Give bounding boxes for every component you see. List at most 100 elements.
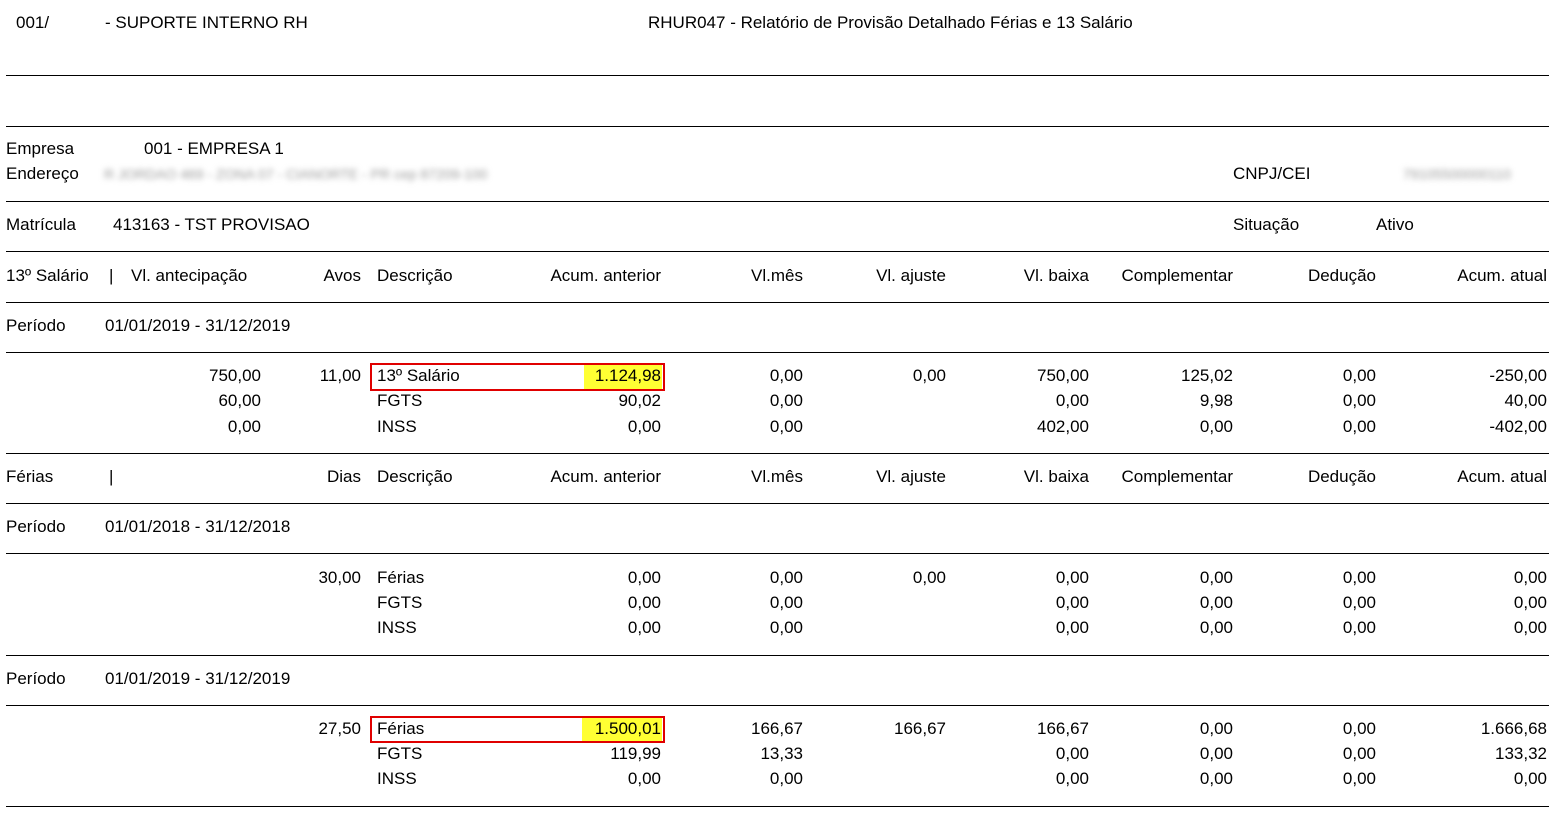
situacao-label: Situação (1233, 215, 1300, 234)
col-separator: | (109, 467, 114, 486)
divider (6, 503, 1549, 504)
divider (6, 705, 1549, 706)
cell-acum-atual: 133,32 (1495, 744, 1547, 763)
cnpj-value-redacted: 79105500000110 (1403, 166, 1511, 182)
col-deducao: Dedução (1307, 467, 1376, 486)
cell-antecipacao: 60,00 (218, 391, 261, 410)
divider (6, 806, 1549, 807)
cell-vl-mes: 0,00 (769, 769, 803, 788)
cell-deducao: 0,00 (1342, 417, 1376, 436)
highlight-marker (582, 717, 662, 741)
situacao-value: Ativo (1376, 215, 1414, 234)
divider (6, 201, 1549, 202)
divider (6, 655, 1549, 656)
cell-acum-anterior: 0,00 (627, 417, 661, 436)
cell-acum-atual: 0,00 (1513, 593, 1547, 612)
cell-dias: 27,50 (318, 719, 361, 738)
divider (6, 251, 1549, 252)
company-value: 001 - EMPRESA 1 (144, 139, 284, 158)
cell-vl-baixa: 0,00 (1055, 744, 1089, 763)
cell-deducao: 0,00 (1342, 366, 1376, 385)
cell-vl-baixa: 750,00 (1037, 366, 1089, 385)
matricula-value: 413163 - TST PROVISAO (113, 215, 310, 234)
cell-deducao: 0,00 (1342, 719, 1376, 738)
cell-acum-anterior: 119,99 (610, 744, 661, 763)
cell-vl-baixa: 0,00 (1055, 769, 1089, 788)
col-section-13salario: 13º Salário (6, 266, 89, 285)
cell-vl-mes: 166,67 (751, 719, 803, 738)
cell-descricao: FGTS (377, 744, 423, 763)
cell-vl-mes: 13,33 (760, 744, 803, 763)
col-complementar: Complementar (1121, 467, 1234, 486)
cell-deducao: 0,00 (1342, 769, 1376, 788)
cell-deducao: 0,00 (1342, 391, 1376, 410)
cell-complementar: 0,00 (1199, 618, 1233, 637)
col-vl-ajuste: Vl. ajuste (876, 266, 946, 285)
cell-acum-atual: 40,00 (1504, 391, 1547, 410)
cell-vl-baixa: 0,00 (1055, 391, 1089, 410)
period-range: 01/01/2019 - 31/12/2019 (105, 316, 291, 335)
cnpj-label: CNPJ/CEI (1233, 164, 1311, 183)
col-vl-baixa: Vl. baixa (1023, 467, 1089, 486)
cell-complementar: 0,00 (1199, 719, 1233, 738)
cell-vl-mes: 0,00 (769, 618, 803, 637)
cell-descricao: Férias (377, 568, 425, 587)
col-acum-atual: Acum. atual (1457, 467, 1547, 486)
divider (6, 302, 1549, 303)
cell-vl-baixa: 0,00 (1055, 568, 1089, 587)
divider (6, 453, 1549, 454)
department-name: - SUPORTE INTERNO RH (105, 13, 308, 32)
cell-acum-atual: 0,00 (1513, 769, 1547, 788)
cell-complementar: 0,00 (1199, 593, 1233, 612)
col-acum-anterior: Acum. anterior (550, 467, 661, 486)
cell-complementar: 9,98 (1199, 391, 1233, 410)
col-descricao: Descrição (377, 467, 453, 486)
cell-vl-baixa: 166,67 (1037, 719, 1089, 738)
cell-descricao: 13º Salário (377, 366, 460, 385)
cell-dias: 30,00 (318, 568, 361, 587)
address-label: Endereço (6, 164, 79, 183)
cell-acum-atual: 0,00 (1513, 568, 1547, 587)
cell-antecipacao: 0,00 (227, 417, 261, 436)
cell-descricao: FGTS (377, 593, 423, 612)
col-separator: | (109, 266, 114, 285)
cell-complementar: 0,00 (1199, 568, 1233, 587)
highlight-marker (584, 364, 662, 389)
cell-acum-anterior: 0,00 (627, 618, 661, 637)
cell-descricao: Férias (377, 719, 425, 738)
col-antecipacao: Vl. antecipação (131, 266, 248, 285)
cell-acum-anterior: 1.124,98 (594, 366, 661, 385)
cell-acum-atual: -402,00 (1489, 417, 1547, 436)
cell-antecipacao: 750,00 (209, 366, 261, 385)
col-vl-baixa: Vl. baixa (1023, 266, 1089, 285)
col-vl-mes: Vl.mês (751, 467, 803, 486)
cell-acum-anterior: 90,02 (618, 391, 661, 410)
cell-deducao: 0,00 (1342, 568, 1376, 587)
period-label: Período (6, 669, 66, 688)
divider (6, 553, 1549, 554)
period-range: 01/01/2019 - 31/12/2019 (105, 669, 291, 688)
cell-vl-mes: 0,00 (769, 391, 803, 410)
cell-acum-anterior: 0,00 (627, 593, 661, 612)
cell-descricao: INSS (377, 417, 417, 436)
col-vl-mes: Vl.mês (751, 266, 803, 285)
cell-complementar: 0,00 (1199, 417, 1233, 436)
cell-acum-anterior: 1.500,01 (594, 719, 661, 738)
cell-deducao: 0,00 (1342, 593, 1376, 612)
divider (6, 126, 1549, 127)
period-label: Período (6, 316, 66, 335)
company-label: Empresa (6, 139, 75, 158)
cell-deducao: 0,00 (1342, 618, 1376, 637)
cell-vl-ajuste: 0,00 (912, 366, 946, 385)
cell-descricao: INSS (377, 618, 417, 637)
report-title: RHUR047 - Relatório de Provisão Detalhad… (648, 13, 1133, 32)
cell-vl-baixa: 0,00 (1055, 618, 1089, 637)
cell-vl-mes: 0,00 (769, 366, 803, 385)
col-dias: Dias (326, 467, 361, 486)
cell-acum-atual: -250,00 (1489, 366, 1547, 385)
cell-descricao: INSS (377, 769, 417, 788)
report-code: 001/ (16, 13, 50, 32)
cell-descricao: FGTS (377, 391, 423, 410)
col-deducao: Dedução (1307, 266, 1376, 285)
cell-vl-mes: 0,00 (769, 417, 803, 436)
